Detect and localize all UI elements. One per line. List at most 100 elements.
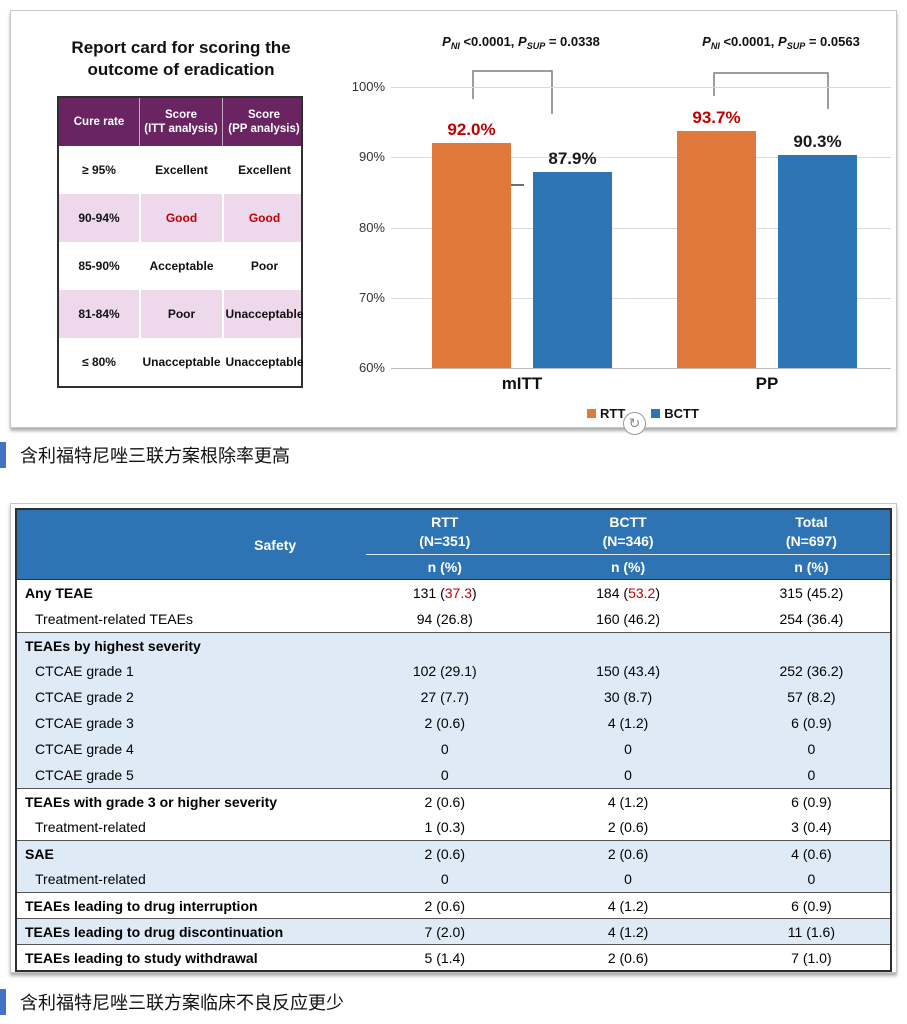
table-cell: 2 (0.6) xyxy=(424,793,465,810)
bar-rtt-mitt xyxy=(432,143,511,368)
annotation-segment: SUP xyxy=(786,41,806,51)
report-card-score-cell: Excellent xyxy=(139,146,222,194)
row-label: Treatment-related TEAEs xyxy=(35,611,193,627)
row-label: CTCAE grade 1 xyxy=(35,663,134,679)
table-row: TEAEs leading to study withdrawal 5 (1.4)… xyxy=(17,944,890,970)
safety-caption: 含利福特尼唑三联方案临床不良反应更少 xyxy=(0,988,344,1016)
caption-text: 含利福特尼唑三联方案根除率更高 xyxy=(20,446,290,466)
bar-rtt-pp xyxy=(677,131,756,368)
table-cell: 3 (0.4) xyxy=(791,819,832,835)
table-cell: 30 (8.7) xyxy=(603,689,653,705)
eradication-rate-bar-chart: PNI <0.0001, PSUP = 0.0338 PNI <0.0001, … xyxy=(341,26,897,426)
row-label: SAE xyxy=(25,845,54,862)
refresh-icon[interactable]: ↻ xyxy=(623,412,646,435)
table-cell: 131 (37.3) xyxy=(412,585,477,601)
table-cell: 57 (8.2) xyxy=(787,689,836,705)
table-cell: 0 xyxy=(807,767,816,783)
table-cell: 2 (0.6) xyxy=(607,819,649,835)
row-label: CTCAE grade 5 xyxy=(35,767,134,783)
row-label: Treatment-related xyxy=(35,871,146,887)
table-cell: 184 (53.2) xyxy=(596,585,660,601)
table-cell: 94 (26.8) xyxy=(416,611,473,627)
p-value-annotation-pp: PNI <0.0001, PSUP = 0.0563 xyxy=(681,34,881,51)
p-value-annotation-mitt: PNI <0.0001, PSUP = 0.0338 xyxy=(421,34,621,51)
bar-value-label: 93.7% xyxy=(692,108,741,128)
table-cell: 4 (1.2) xyxy=(607,897,649,914)
annotation-segment: = 0.0563 xyxy=(805,34,860,49)
significance-bracket-mitt xyxy=(472,70,553,114)
legend-label: BCTT xyxy=(664,406,699,421)
bar-group-mitt: 92.0% 87.9% xyxy=(432,120,612,368)
table-row: TEAEs by highest severity xyxy=(17,632,890,658)
safety-header-total: Total (N=697) xyxy=(785,514,837,549)
annotation-segment: P xyxy=(702,34,711,49)
table-cell: 0 xyxy=(807,871,816,887)
gridline xyxy=(391,368,891,369)
report-card-column-header: Score (PP analysis) xyxy=(222,98,305,146)
table-cell: 0 xyxy=(807,741,816,757)
table-row: SAE 2 (0.6) 2 (0.6) 4 (0.6) xyxy=(17,840,890,866)
table-row: TEAEs leading to drug interruption 2 (0.6… xyxy=(17,892,890,918)
table-cell: 2 (0.6) xyxy=(424,715,465,731)
y-tick-label: 60% xyxy=(358,360,385,375)
bar-value-label: 92.0% xyxy=(447,120,496,140)
table-cell: 6 (0.9) xyxy=(791,715,832,731)
row-label: CTCAE grade 3 xyxy=(35,715,134,731)
safety-table-header: Safety RTT (N=351) BCTT (N=346) Total (N=697)… xyxy=(17,510,890,579)
legend-swatch-rtt xyxy=(587,409,596,418)
gridline xyxy=(391,297,891,299)
report-card-score-cell: Acceptable xyxy=(139,242,222,290)
table-cell: 0 xyxy=(440,871,449,887)
safety-header-rtt: RTT (N=351) xyxy=(419,514,471,549)
report-card-score-cell: Poor xyxy=(222,242,305,290)
table-cell: 2 (0.6) xyxy=(424,897,465,914)
report-card-column-header: Cure rate xyxy=(73,115,125,128)
table-row: TEAEs leading to drug discontinuation 7 (… xyxy=(17,918,890,944)
table-cell: 2 (0.6) xyxy=(607,949,649,966)
report-card-score-cell: Unacceptable xyxy=(222,338,305,386)
table-cell: 315 (45.2) xyxy=(779,585,844,601)
table-cell: 4 (1.2) xyxy=(607,923,649,940)
report-card-score-cell: Excellent xyxy=(222,146,305,194)
report-card-table: Cure rate Score (ITT analysis) Score (PP a… xyxy=(57,96,305,388)
y-tick-label: 100% xyxy=(351,79,385,94)
safety-table: Safety RTT (N=351) BCTT (N=346) Total (N=697)… xyxy=(15,508,892,972)
report-card-score-cell: Unacceptable xyxy=(139,338,222,386)
table-cell: 254 (36.4) xyxy=(779,611,844,627)
bar-group-pp: 93.7% 90.3% xyxy=(677,108,857,368)
table-row: Any TEAE 131 (37.3) 184 (53.2) 315 (45.2) xyxy=(17,580,890,606)
table-cell: 252 (36.2) xyxy=(779,663,844,679)
table-row: CTCAE grade 5 0 0 0 xyxy=(17,762,890,788)
caption-accent-bar xyxy=(0,989,6,1015)
x-axis-label-mitt: mITT xyxy=(501,374,543,393)
table-cell: 160 (46.2) xyxy=(596,611,660,627)
chart-legend: RTT BCTT xyxy=(587,406,699,421)
table-cell: 27 (7.7) xyxy=(420,689,469,705)
table-cell: 4 (1.2) xyxy=(607,715,649,731)
table-cell: 5 (1.4) xyxy=(424,949,465,966)
table-cell: 6 (0.9) xyxy=(791,793,832,810)
report-card-cure-rate-cell: ≥ 95% xyxy=(82,162,116,177)
row-label: TEAEs by highest severity xyxy=(25,637,201,654)
table-row: CTCAE grade 1 102 (29.1) 150 (43.4) 252 (36… xyxy=(17,658,890,684)
report-card-header-row: Cure rate Score (ITT analysis) Score (PP a… xyxy=(59,98,301,146)
annotation-segment: <0.0001, xyxy=(459,34,519,49)
y-tick-label: 90% xyxy=(358,149,385,165)
report-card-score-cell: Unacceptable xyxy=(222,290,305,338)
table-cell: 0 xyxy=(624,741,632,757)
report-card-row: 85-90% Acceptable Poor xyxy=(59,242,301,290)
row-label: TEAEs with grade 3 or higher severity xyxy=(25,793,278,810)
safety-header-unit: n (%) xyxy=(366,554,524,579)
table-row: CTCAE grade 4 0 0 0 xyxy=(17,736,890,762)
table-cell: 4 (1.2) xyxy=(607,793,649,810)
highlighted-value: 53.2 xyxy=(628,585,656,601)
report-card-cure-rate-cell: 81-84% xyxy=(78,306,120,321)
table-cell: 0 xyxy=(440,741,449,757)
x-axis-label-pp: PP xyxy=(755,374,779,393)
legend-swatch-bctt xyxy=(651,409,661,418)
table-cell: 7 (1.0) xyxy=(791,949,832,966)
table-row: Treatment-related 1 (0.3) 2 (0.6) 3 (0.4) xyxy=(17,814,890,840)
safety-header-unit: n (%) xyxy=(523,554,733,579)
legend-item-rtt: RTT xyxy=(587,406,625,421)
